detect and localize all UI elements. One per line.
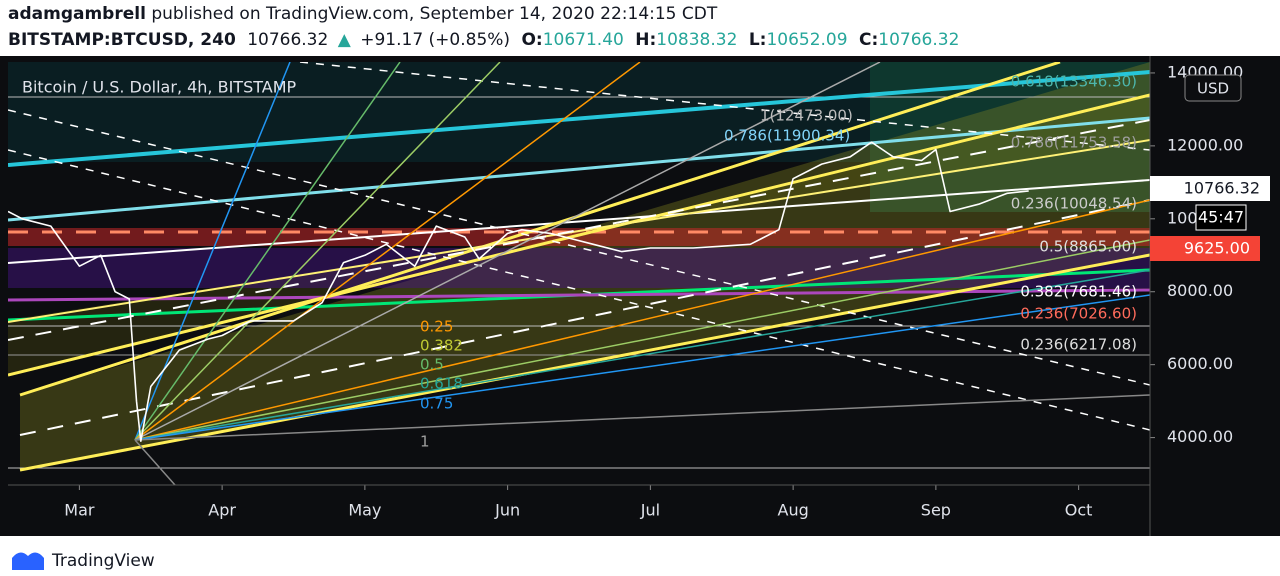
fan-line xyxy=(134,239,1150,441)
fib-label: 0.236(6217.08) xyxy=(1020,336,1137,354)
y-tick-label: 4000.00 xyxy=(1167,427,1233,446)
pitchfork-line xyxy=(19,253,1150,472)
fan-line xyxy=(134,439,176,485)
fib-label: 0.382(7681.46) xyxy=(1020,283,1137,301)
fan-line xyxy=(134,294,1150,441)
countdown: 45:47 xyxy=(1198,208,1244,227)
countdown-box xyxy=(1195,204,1247,231)
publish-line: adamgambrell published on TradingView.co… xyxy=(8,4,718,24)
change: +91.17 (+0.85%) xyxy=(360,30,510,50)
trend-line xyxy=(8,116,1150,222)
author: adamgambrell xyxy=(8,4,146,24)
fan-line xyxy=(134,62,291,441)
currency: USD xyxy=(1197,80,1229,98)
dashed-line xyxy=(8,109,1150,386)
fan-line xyxy=(134,62,641,441)
high: 10838.32 xyxy=(656,30,737,50)
price-line xyxy=(8,141,1029,442)
price-labels: 10766.32 45:47 9625.00 xyxy=(1150,176,1270,261)
y-tick-label: 6000.00 xyxy=(1167,354,1233,373)
trend-line xyxy=(8,70,1150,167)
currency-box xyxy=(1184,74,1242,102)
last-price-label: 10766.32 xyxy=(1184,179,1260,198)
trend-line xyxy=(8,179,1150,264)
fan-line xyxy=(134,394,1150,441)
dashed-line xyxy=(8,149,1150,431)
pitchfork-line xyxy=(8,93,1150,377)
fib-label: 0.25 xyxy=(420,318,453,336)
fib-label: 0.236(10048.54) xyxy=(1011,195,1137,213)
x-tick-label: Jun xyxy=(494,501,520,520)
x-tick-label: Sep xyxy=(921,501,951,520)
fib-label: 0.382 xyxy=(420,337,463,355)
last-price: 10766.32 xyxy=(247,30,328,50)
close: 10766.32 xyxy=(878,30,959,50)
footer-bg xyxy=(0,536,1280,576)
fan-line xyxy=(134,62,881,441)
level-price-label: 9625.00 xyxy=(1184,239,1250,258)
x-tick-label: May xyxy=(348,501,381,520)
x-tick-label: Apr xyxy=(208,501,236,520)
fib-label: 0.786(11753.58) xyxy=(1011,134,1137,152)
x-tick-label: Jul xyxy=(640,501,660,520)
fan xyxy=(134,62,1150,485)
up-arrow: ▲ xyxy=(338,30,352,50)
fib-label: 0.618 xyxy=(420,375,463,393)
brand: TradingView xyxy=(51,551,155,571)
open-label: O: xyxy=(521,30,542,50)
x-tick-label: Oct xyxy=(1065,501,1093,520)
fib-label: 0.236(7026.60) xyxy=(1020,305,1137,323)
high-label: H: xyxy=(635,30,656,50)
fib-label: 1(12473.00) xyxy=(760,107,853,125)
close-label: C: xyxy=(859,30,878,50)
x-tick-label: Mar xyxy=(64,501,95,520)
quote-line: BITSTAMP:BTCUSD, 240 10766.32 ▲ +91.17 (… xyxy=(8,30,959,50)
fan-line xyxy=(134,62,501,441)
fib-label: 0.5(8865.00) xyxy=(1039,238,1137,256)
fan-line xyxy=(134,62,401,441)
fib-zone xyxy=(870,62,1150,212)
fib-label: 0.75 xyxy=(420,395,453,413)
y-tick-label: 12000.00 xyxy=(1167,135,1243,154)
pitchfork-line xyxy=(8,139,1150,323)
fib-label: 1 xyxy=(420,433,430,451)
logo-icon xyxy=(12,552,44,570)
fib-label: 0.618(13346.30) xyxy=(1011,73,1137,91)
x-tick-label: Aug xyxy=(778,501,809,520)
y-tick-label: 8000.00 xyxy=(1167,281,1233,300)
purple-band xyxy=(8,248,1150,288)
low-label: L: xyxy=(749,30,767,50)
fan-line xyxy=(134,199,1150,441)
fib-label: 0.786(11900.34) xyxy=(724,127,850,145)
median-line xyxy=(19,199,1150,436)
symbol: BITSTAMP:BTCUSD, 240 xyxy=(8,30,236,50)
header-bg xyxy=(0,0,1280,56)
fib-label: 0.5 xyxy=(420,356,444,374)
fan-line xyxy=(134,269,1150,441)
open: 10671.40 xyxy=(543,30,624,50)
publish-info: published on TradingView.com, September … xyxy=(151,4,718,24)
level-price-box xyxy=(1150,236,1260,261)
low: 10652.09 xyxy=(766,30,847,50)
last-price-box xyxy=(1150,176,1270,201)
series-legend: Bitcoin / U.S. Dollar, 4h, BITSTAMP xyxy=(22,78,297,97)
drawings xyxy=(8,62,1150,485)
pitchfork-line xyxy=(19,62,1061,397)
